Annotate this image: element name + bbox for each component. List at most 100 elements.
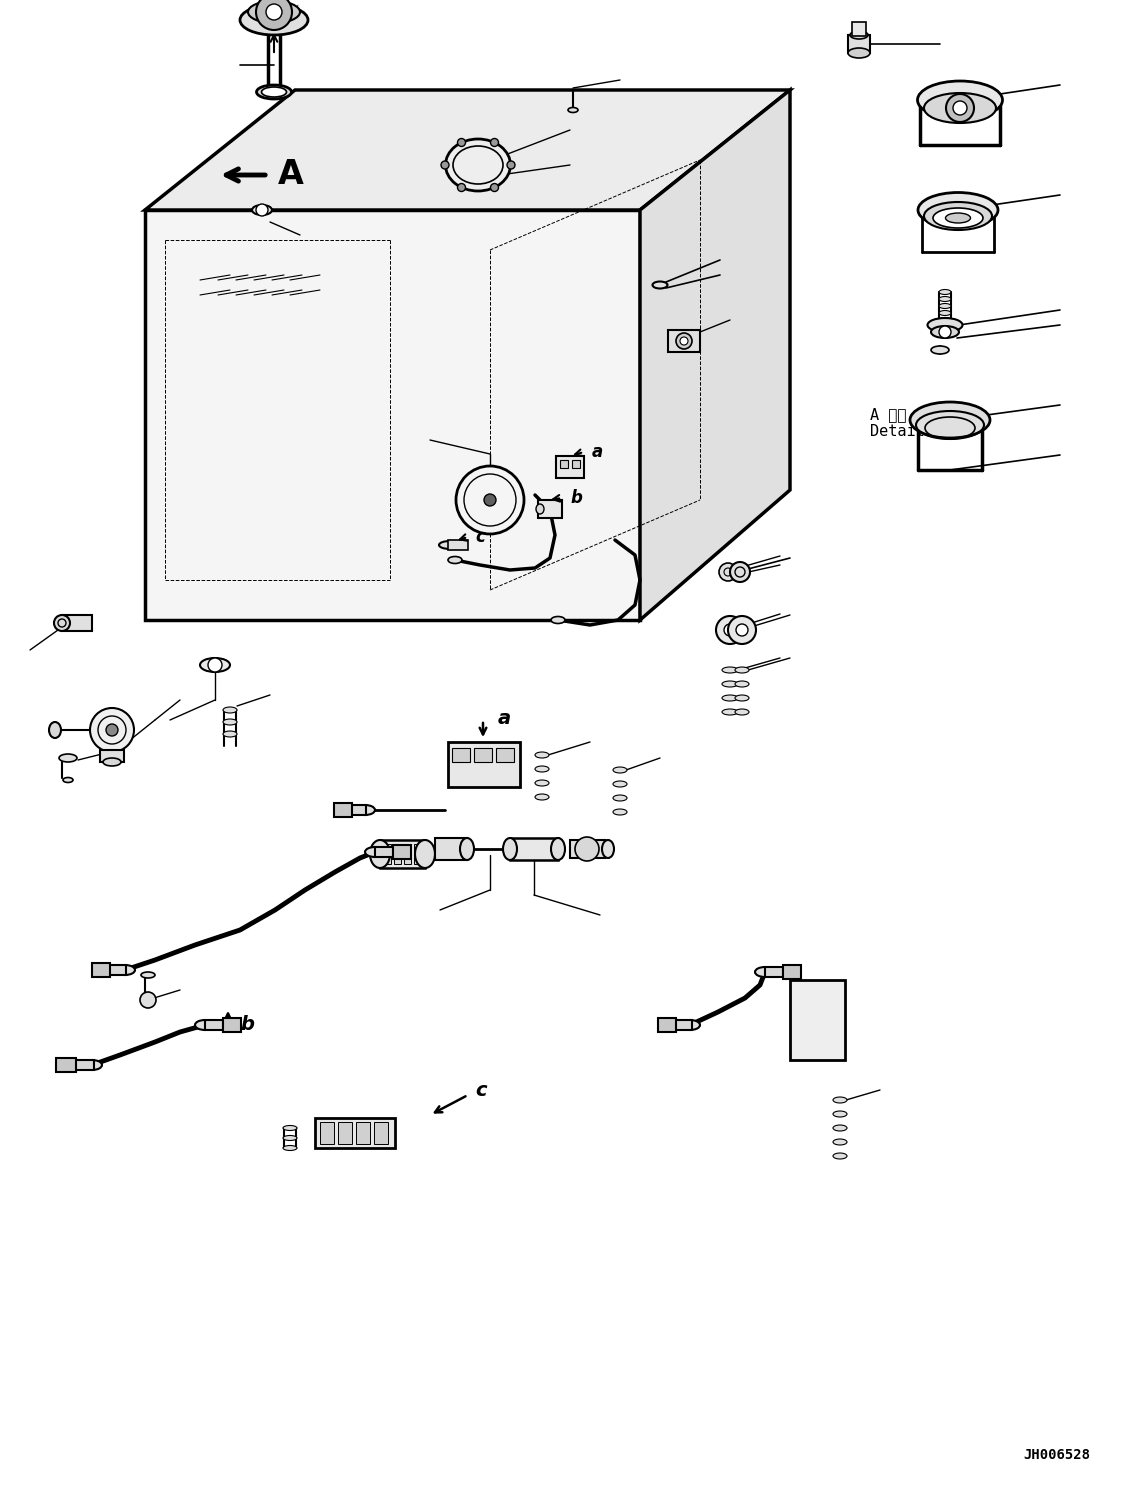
Ellipse shape (722, 680, 738, 686)
Circle shape (484, 494, 496, 506)
Text: A 詳細: A 詳細 (870, 407, 906, 422)
Ellipse shape (735, 667, 749, 673)
Ellipse shape (551, 839, 565, 859)
Bar (338, 1122, 352, 1144)
Ellipse shape (196, 1021, 215, 1029)
Ellipse shape (735, 709, 749, 715)
Circle shape (90, 709, 134, 752)
Ellipse shape (755, 967, 775, 977)
Bar (374, 1122, 388, 1144)
Circle shape (680, 337, 688, 345)
Bar (852, 22, 866, 36)
Bar (223, 1018, 241, 1032)
Bar (414, 844, 421, 864)
Bar (393, 844, 410, 859)
Ellipse shape (223, 707, 236, 713)
Ellipse shape (735, 695, 749, 701)
Ellipse shape (931, 325, 958, 339)
Ellipse shape (568, 107, 578, 112)
Ellipse shape (536, 752, 549, 758)
Circle shape (953, 101, 966, 115)
Ellipse shape (613, 809, 626, 815)
Bar (334, 803, 352, 818)
Circle shape (507, 161, 515, 169)
Circle shape (140, 992, 156, 1009)
Ellipse shape (252, 204, 272, 215)
Circle shape (490, 184, 498, 191)
Ellipse shape (355, 806, 375, 815)
Ellipse shape (49, 722, 61, 739)
Ellipse shape (939, 297, 951, 301)
Ellipse shape (200, 658, 230, 671)
Ellipse shape (439, 542, 460, 549)
Ellipse shape (613, 767, 626, 773)
Circle shape (939, 325, 951, 339)
Ellipse shape (680, 1021, 700, 1029)
Ellipse shape (53, 615, 70, 631)
Ellipse shape (933, 207, 984, 228)
Bar (356, 1122, 370, 1144)
Bar (448, 540, 468, 551)
Bar (790, 980, 845, 1059)
Ellipse shape (59, 753, 77, 762)
Bar (205, 1021, 223, 1029)
Circle shape (728, 616, 756, 645)
Bar (556, 457, 584, 477)
Bar (315, 1118, 395, 1147)
Ellipse shape (928, 318, 963, 333)
Ellipse shape (141, 971, 155, 977)
Ellipse shape (370, 840, 390, 868)
Text: b: b (570, 489, 582, 507)
Text: b: b (240, 1016, 254, 1034)
Ellipse shape (918, 192, 998, 227)
Ellipse shape (283, 1125, 297, 1131)
Circle shape (677, 333, 692, 349)
Ellipse shape (415, 840, 435, 868)
Ellipse shape (223, 719, 236, 725)
Ellipse shape (918, 81, 1003, 119)
Ellipse shape (103, 758, 121, 765)
Circle shape (266, 4, 282, 19)
Circle shape (724, 624, 736, 636)
Ellipse shape (536, 794, 549, 800)
Bar (572, 460, 580, 468)
Text: a: a (592, 443, 604, 461)
Bar (674, 1021, 692, 1029)
Ellipse shape (833, 1097, 847, 1103)
Bar (63, 615, 92, 631)
Ellipse shape (262, 87, 287, 97)
Ellipse shape (257, 85, 291, 98)
Ellipse shape (460, 839, 474, 859)
Ellipse shape (536, 780, 549, 786)
Circle shape (946, 94, 974, 122)
Ellipse shape (223, 731, 236, 737)
Ellipse shape (833, 1125, 847, 1131)
Ellipse shape (240, 4, 308, 34)
Ellipse shape (248, 1, 300, 22)
Ellipse shape (722, 695, 738, 701)
Ellipse shape (283, 1146, 297, 1150)
Bar (561, 460, 568, 468)
Bar (375, 847, 393, 856)
Ellipse shape (536, 504, 543, 515)
Bar (395, 844, 401, 864)
Bar (384, 844, 391, 864)
Ellipse shape (850, 31, 868, 39)
Bar (448, 742, 520, 786)
Ellipse shape (722, 709, 738, 715)
Text: JH006528: JH006528 (1023, 1449, 1090, 1462)
Bar (496, 747, 514, 762)
Bar (380, 840, 425, 868)
Text: c: c (475, 1080, 487, 1100)
Bar (570, 840, 605, 858)
Bar (100, 750, 124, 762)
Ellipse shape (939, 303, 951, 309)
Ellipse shape (722, 667, 738, 673)
Bar (669, 330, 700, 352)
Ellipse shape (848, 48, 870, 58)
Circle shape (457, 184, 465, 191)
Ellipse shape (833, 1112, 847, 1118)
Polygon shape (146, 90, 790, 210)
Bar (538, 500, 562, 518)
Ellipse shape (931, 346, 949, 354)
